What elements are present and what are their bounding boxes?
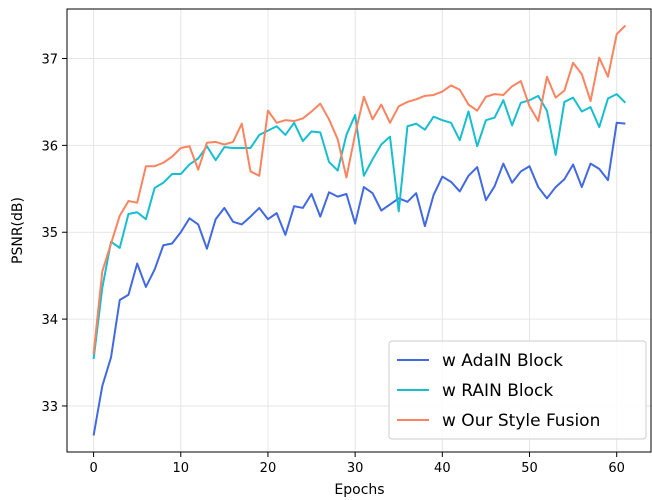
- adain-series-line: [92, 121, 626, 436]
- legend-box: [388, 340, 647, 440]
- plot-frame: [66, 8, 652, 453]
- y-axis-label: PSNR(dB): [10, 197, 26, 264]
- legend-label-adain: w AdaIN Block: [442, 351, 563, 371]
- y-tick-label: 37: [41, 53, 58, 68]
- x-tick-label: 40: [434, 461, 451, 476]
- legend-label-style-fusion: w Our Style Fusion: [442, 411, 600, 431]
- style-fusion-series-line: [92, 24, 627, 354]
- legend-label-rain: w RAIN Block: [442, 381, 553, 401]
- y-tick-label: 35: [41, 226, 58, 241]
- legend: w AdaIN Block w RAIN Block w Our Style F…: [388, 340, 647, 440]
- x-tick-label: 20: [260, 461, 277, 476]
- x-tick-label: 60: [608, 461, 625, 476]
- y-tick-label: 33: [41, 400, 58, 415]
- rain-series-line: [92, 93, 627, 360]
- x-axis-ticks: 0 10 20 30 40 50 60: [89, 452, 625, 476]
- y-tick-label: 36: [41, 139, 58, 154]
- series-layer: [92, 24, 627, 436]
- x-tick-label: 50: [521, 461, 538, 476]
- x-tick-label: 0: [89, 461, 97, 476]
- y-tick-label: 34: [41, 313, 58, 328]
- y-axis-ticks: 33 34 35 36 37: [41, 53, 67, 415]
- grid: [67, 9, 652, 452]
- x-tick-label: 10: [173, 461, 190, 476]
- x-axis-label: Epochs: [334, 482, 384, 498]
- x-tick-label: 30: [347, 461, 364, 476]
